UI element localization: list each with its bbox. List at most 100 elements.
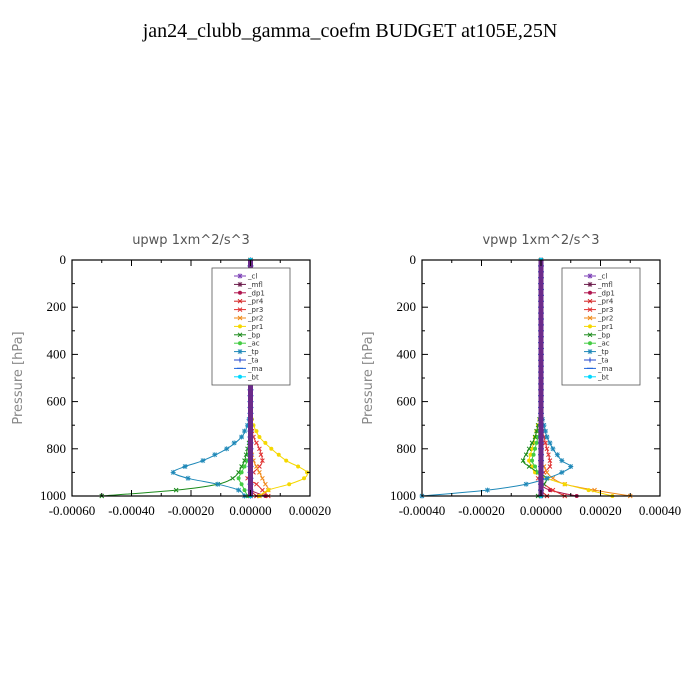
series-point-bp <box>523 452 529 458</box>
y-tick-label: 1000 <box>40 488 66 503</box>
legend-marker <box>237 307 243 312</box>
series-point-pr3 <box>547 458 553 463</box>
chart-title: vpwp 1xm^2/s^3 <box>482 233 599 248</box>
legend-entry: _tp <box>247 348 259 356</box>
x-tick-label: 0.00040 <box>639 503 681 518</box>
legend-marker <box>237 281 243 287</box>
y-tick-label: 1000 <box>390 488 416 503</box>
series-point-tp <box>200 458 206 464</box>
legend-entry: _pr4 <box>247 298 264 306</box>
y-tick-label: 600 <box>47 394 67 409</box>
series-point-pr3 <box>257 446 262 452</box>
legend-box <box>211 267 291 386</box>
series-point-pr1 <box>254 429 259 434</box>
series-point-ac <box>534 440 539 445</box>
legend: _cl_mfl_dp1_pr4_pr3_pr2_pr1_bp_ac_tp_ta_… <box>561 267 641 386</box>
legend-marker <box>587 332 593 338</box>
legend-entry: _dp1 <box>597 289 615 297</box>
y-tick-label: 200 <box>47 299 67 314</box>
series-point-pr1 <box>266 488 271 493</box>
series-point-bp <box>520 458 526 463</box>
series-point-tp <box>215 481 221 487</box>
series-point-bp <box>239 464 244 469</box>
series-point-tp <box>484 487 490 493</box>
series-point-tp <box>544 434 550 440</box>
series-point-tp <box>559 469 565 475</box>
series-point-pr1 <box>562 482 567 487</box>
series-point-pr1 <box>284 458 289 463</box>
series-point-tp <box>185 475 191 481</box>
legend-box <box>561 267 641 386</box>
legend-marker <box>587 315 593 321</box>
legend-entry: _pr3 <box>597 306 613 314</box>
series-point-ac <box>533 464 538 469</box>
y-tick-label: 800 <box>397 441 417 456</box>
y-axis-label: Pressure [hPa] <box>11 331 26 424</box>
y-tick-label: 0 <box>410 252 417 267</box>
legend-entry: _pr3 <box>247 306 263 314</box>
chart-panel-1: upwp 1xm^2/s^3 Pressure [hPa] 0 200 400 600 80… <box>11 233 331 518</box>
series-bp <box>520 257 550 499</box>
legend-entry: _cl <box>247 273 257 281</box>
legend-marker <box>238 374 242 379</box>
x-tick-label: -0.00040 <box>399 503 446 518</box>
series-point-bp <box>526 464 532 469</box>
series-point-pr1 <box>276 452 281 457</box>
legend-marker <box>237 332 243 338</box>
series-point-pr1 <box>528 452 533 457</box>
legend-marker <box>237 349 243 355</box>
series-point-bp <box>173 487 179 493</box>
series-point-pr2 <box>257 470 262 475</box>
legend-marker <box>238 290 242 295</box>
series-point-bp <box>529 440 535 446</box>
series-point-ac <box>531 452 536 457</box>
series-point-tp <box>242 428 248 434</box>
series-point-pr1 <box>530 446 535 451</box>
x-tick-label: 0.00020 <box>579 503 621 518</box>
series-point-ac <box>533 446 538 451</box>
series-point-tp <box>231 440 237 446</box>
series-point-tp <box>568 464 574 469</box>
legend-entry: _bp <box>247 331 261 339</box>
series-point-pr1 <box>257 435 262 439</box>
legend-marker <box>587 273 593 279</box>
series-point-tp <box>170 469 176 475</box>
legend-marker <box>237 315 243 321</box>
legend-entry: _mfl <box>597 281 613 289</box>
legend-entry: _ac <box>597 340 610 348</box>
y-tick-label: 400 <box>397 346 417 361</box>
legend-entry: _cl <box>597 273 607 281</box>
series-point-pr1 <box>296 464 301 469</box>
legend-marker <box>588 324 592 329</box>
series-point-bp <box>230 475 236 481</box>
legend-marker <box>238 341 242 346</box>
legend-marker <box>237 357 243 363</box>
legend-entry: _ac <box>247 340 260 348</box>
page-title: jan24_clubb_gamma_coefm BUDGET at105E,25… <box>142 20 558 42</box>
series-point-tp <box>182 464 188 469</box>
series-point-pr3 <box>546 452 551 458</box>
x-tick-label: 0.00000 <box>520 503 562 518</box>
legend-entry: _ma <box>247 365 263 373</box>
legend-marker <box>588 374 592 379</box>
series-point-pr1 <box>586 488 591 493</box>
series-point-ac <box>239 470 244 475</box>
legend-entry: _tp <box>597 348 609 356</box>
legend-entry: _mfl <box>247 281 263 289</box>
legend-marker <box>237 298 243 304</box>
series-point-ac <box>239 482 244 487</box>
chart-panel-2: vpwp 1xm^2/s^3 Pressure [hPa] 0 200 400 600 80… <box>361 233 681 518</box>
legend-entry: _pr1 <box>247 323 263 331</box>
series-point-pr3 <box>547 464 553 469</box>
series-point-pr2 <box>544 470 550 475</box>
legend-entry: _pr4 <box>597 298 614 306</box>
chart-title: upwp 1xm^2/s^3 <box>132 233 250 248</box>
series-point-ac <box>242 488 247 493</box>
series-line-tp <box>421 259 572 497</box>
legend-marker <box>238 324 242 329</box>
y-tick-label: 800 <box>47 441 67 456</box>
series-point-tp <box>542 428 548 434</box>
series-point-bp <box>526 446 532 452</box>
legend-entry: _bp <box>597 331 611 339</box>
x-tick-label: -0.00020 <box>458 503 505 518</box>
